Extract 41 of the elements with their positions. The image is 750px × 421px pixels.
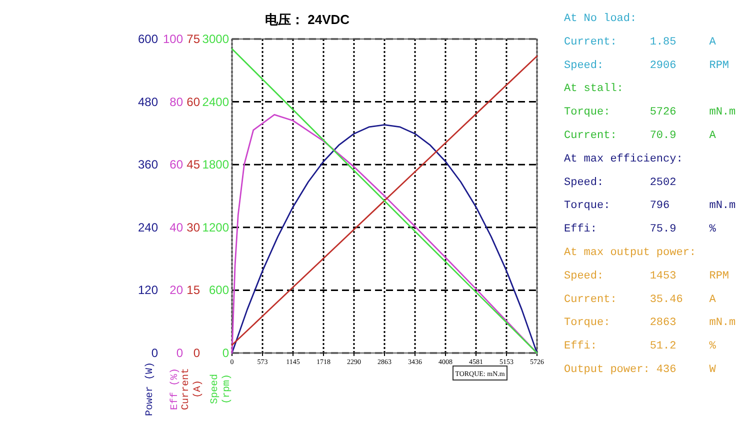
y-axis-title: Eff (%) bbox=[169, 368, 181, 410]
text: Current: 70.9 A bbox=[564, 130, 716, 142]
text: Current: 1.85 A bbox=[564, 36, 716, 48]
y-axis-title: Power (W) bbox=[144, 362, 156, 416]
text: Speed: 2906 RPM bbox=[564, 60, 730, 72]
text: Torque: 5726 mN.m bbox=[564, 106, 736, 119]
y-tick-label: 100 bbox=[162, 32, 184, 46]
y-tick-label: 60 bbox=[170, 158, 184, 172]
text: Speed: 1453 RPM bbox=[564, 270, 730, 282]
y-tick-label: 15 bbox=[186, 283, 200, 298]
y-tick-label: 75 bbox=[186, 32, 200, 46]
y-tick-label: 30 bbox=[186, 220, 200, 234]
y-axis-title: Current (A) bbox=[181, 368, 204, 410]
text: At max output power: bbox=[564, 247, 696, 259]
text: Effi: 75.9 % bbox=[564, 224, 716, 236]
y-tick-label: 80 bbox=[170, 94, 184, 109]
text: Current: 35.46 A bbox=[564, 294, 716, 306]
y-tick-label: 2400 bbox=[202, 94, 230, 109]
text: Output power: 436 W bbox=[564, 364, 716, 376]
y-tick-label: 40 bbox=[170, 220, 184, 234]
text: At max efficiency: bbox=[564, 153, 683, 166]
chart-title: 电压： 24VDC bbox=[265, 12, 350, 27]
y-tick-label: 20 bbox=[170, 283, 184, 298]
text: Effi: 51.2 % bbox=[564, 340, 716, 353]
y-tick-label: 480 bbox=[138, 94, 158, 109]
y-tick-label: 240 bbox=[138, 220, 158, 234]
y-tick-label: 600 bbox=[208, 283, 230, 298]
text: At stall: bbox=[564, 83, 624, 96]
y-tick-label: 60 bbox=[186, 94, 200, 109]
text: Torque: 2863 mN.m bbox=[564, 317, 736, 330]
text: Torque: 796 mN.m bbox=[564, 200, 736, 212]
y-tick-label: 120 bbox=[138, 283, 158, 298]
y-tick-label: 600 bbox=[138, 32, 158, 46]
text: Speed: 2502 bbox=[564, 176, 676, 189]
y-tick-label: 1200 bbox=[202, 220, 230, 234]
y-axis-title: Speed (rpm) bbox=[209, 374, 233, 404]
y-tick-label: 1800 bbox=[202, 158, 230, 172]
y-tick-label: 360 bbox=[138, 158, 158, 172]
y-tick-label: 3000 bbox=[202, 32, 230, 46]
text: At No load: bbox=[564, 13, 637, 25]
y-tick-label: 45 bbox=[186, 158, 200, 172]
